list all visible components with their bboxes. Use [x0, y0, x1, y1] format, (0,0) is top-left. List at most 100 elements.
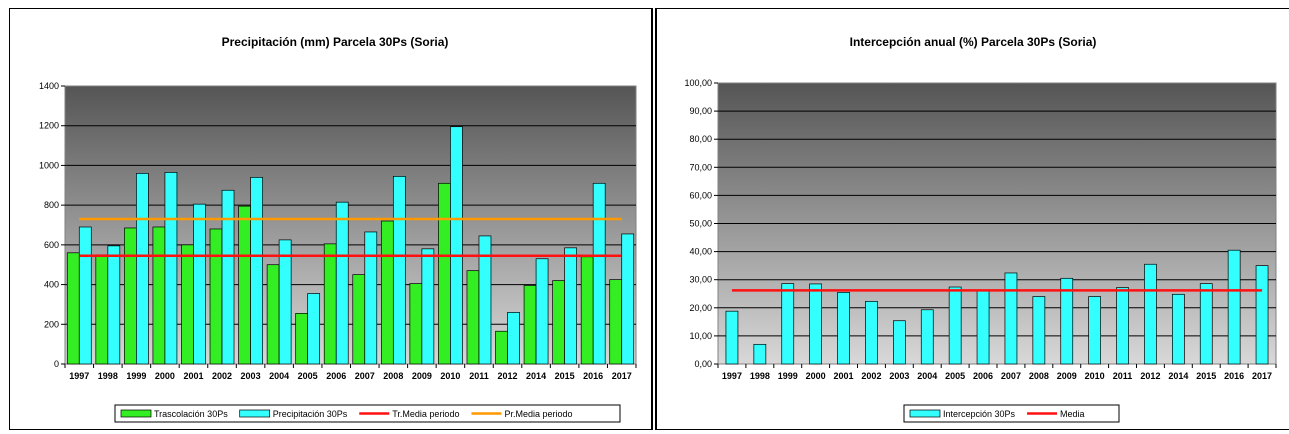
bar-interception-1997	[725, 310, 739, 365]
legend-label: Tr.Media periodo	[392, 409, 459, 419]
x-tick-label: 2010	[1085, 371, 1105, 381]
x-tick-label: 2006	[973, 371, 993, 381]
bar-precipitacion-1997	[78, 226, 92, 365]
legend-label: Trascolación 30Ps	[154, 409, 228, 419]
y-tick-label: 20,00	[689, 303, 712, 313]
plot-area	[64, 85, 637, 365]
x-tick-label: 2002	[861, 371, 881, 381]
bar-trascolacion-2011	[466, 270, 480, 365]
bar-precipitacion-2010	[450, 126, 463, 365]
x-tick-label: 2017	[612, 371, 632, 381]
y-tick-label: 1400	[39, 81, 59, 91]
bar-precipitacion-2017	[621, 233, 635, 365]
bar-interception-2014	[1171, 293, 1185, 365]
bar-trascolacion-2005	[295, 313, 309, 365]
bar-precipitacion-2008	[392, 176, 406, 365]
y-tick-label: 600	[44, 240, 59, 250]
bar-trascolacion-2012	[495, 330, 508, 365]
legend-label: Precipitación 30Ps	[273, 409, 348, 419]
bar-precipitacion-1998	[107, 245, 121, 365]
bar-trascolacion-2016	[580, 256, 594, 365]
bar-trascolacion-2008	[380, 220, 394, 365]
x-tick-label: 2003	[241, 371, 261, 381]
chart-title: Precipitación (mm) Parcela 30Ps (Soria)	[222, 35, 449, 49]
legend-swatch	[239, 409, 271, 418]
x-tick-label: 2003	[889, 371, 909, 381]
bar-trascolacion-2017	[609, 279, 623, 365]
bar-precipitacion-2006	[335, 201, 349, 365]
legend-label: Intercepción 30Ps	[943, 409, 1016, 419]
x-tick-label: 1998	[98, 371, 118, 381]
bar-trascolacion-2014	[523, 285, 537, 365]
bar-interception-2000	[809, 283, 822, 365]
bar-interception-2009	[1060, 277, 1074, 365]
interception-chart: Intercepción anual (%) Parcela 30Ps (Sor…	[684, 35, 1277, 423]
bar-trascolacion-2015	[552, 280, 565, 365]
bar-precipitacion-2014	[535, 258, 549, 365]
y-tick-label: 10,00	[689, 331, 712, 341]
x-tick-label: 2015	[555, 371, 575, 381]
y-tick-label: 1000	[39, 160, 59, 170]
x-tick-label: 2005	[298, 371, 318, 381]
legend-swatch	[909, 409, 941, 418]
legend-swatch	[120, 409, 152, 418]
bar-interception-2010	[1088, 296, 1101, 365]
bar-interception-2001	[837, 291, 850, 365]
x-tick-label: 1999	[778, 371, 798, 381]
x-tick-label: 2016	[583, 371, 603, 381]
bar-precipitacion-2000	[164, 172, 178, 365]
y-tick-label: 800	[44, 200, 59, 210]
x-tick-label: 2014	[1168, 371, 1188, 381]
x-tick-label: 2009	[412, 371, 432, 381]
x-tick-label: 1999	[126, 371, 146, 381]
y-tick-label: 200	[44, 319, 59, 329]
y-tick-label: 70,00	[689, 162, 712, 172]
bar-trascolacion-1997	[66, 252, 80, 365]
y-tick-label: 30,00	[689, 275, 712, 285]
bar-trascolacion-2006	[323, 243, 337, 365]
x-tick-label: 2000	[155, 371, 175, 381]
bar-trascolacion-2010	[438, 182, 451, 365]
bar-precipitacion-2011	[478, 235, 492, 365]
bar-trascolacion-1999	[124, 227, 137, 365]
y-tick-label: 90,00	[689, 106, 712, 116]
bar-trascolacion-2000	[152, 226, 166, 365]
bar-precipitacion-2009	[421, 248, 435, 365]
x-tick-label: 2009	[1057, 371, 1077, 381]
bar-precipitacion-2005	[307, 293, 321, 365]
x-tick-label: 2012	[1140, 371, 1160, 381]
bar-trascolacion-2004	[266, 264, 280, 365]
bar-interception-2011	[1116, 287, 1129, 365]
x-tick-label: 1998	[750, 371, 770, 381]
bar-interception-2005	[948, 286, 962, 365]
bar-trascolacion-1998	[95, 254, 109, 365]
y-tick-label: 80,00	[689, 134, 712, 144]
x-tick-label: 2015	[1196, 371, 1216, 381]
bar-precipitacion-2007	[364, 231, 378, 365]
panel-divider	[652, 8, 656, 430]
bar-interception-2006	[976, 290, 990, 365]
bar-interception-2017	[1255, 265, 1269, 365]
bar-interception-2007	[1004, 272, 1018, 365]
y-tick-label: 0	[54, 359, 59, 369]
x-tick-label: 2007	[355, 371, 375, 381]
chart-panel-precipitation: Precipitación (mm) Parcela 30Ps (Soria) 0…	[9, 8, 652, 430]
bar-interception-1998	[753, 343, 767, 365]
x-tick-label: 1997	[722, 371, 742, 381]
x-tick-label: 2011	[469, 371, 489, 381]
bar-precipitacion-2002	[221, 189, 235, 365]
legend-box	[903, 404, 1120, 423]
x-tick-label: 2000	[806, 371, 826, 381]
chart-panel-interception: Intercepción anual (%) Parcela 30Ps (Sor…	[656, 8, 1289, 430]
x-tick-label: 2014	[526, 371, 546, 381]
x-tick-label: 2001	[183, 371, 203, 381]
y-tick-label: 40,00	[689, 247, 712, 257]
bar-interception-2008	[1032, 296, 1046, 365]
precipitation-chart: Precipitación (mm) Parcela 30Ps (Soria) 0…	[39, 35, 637, 423]
x-tick-label: 2011	[1113, 371, 1133, 381]
bar-interception-2002	[865, 300, 878, 365]
y-tick-label: 100,00	[684, 78, 712, 88]
bar-precipitacion-2012	[507, 312, 520, 365]
bar-interception-2012	[1144, 263, 1157, 365]
bar-trascolacion-2003	[238, 205, 251, 365]
